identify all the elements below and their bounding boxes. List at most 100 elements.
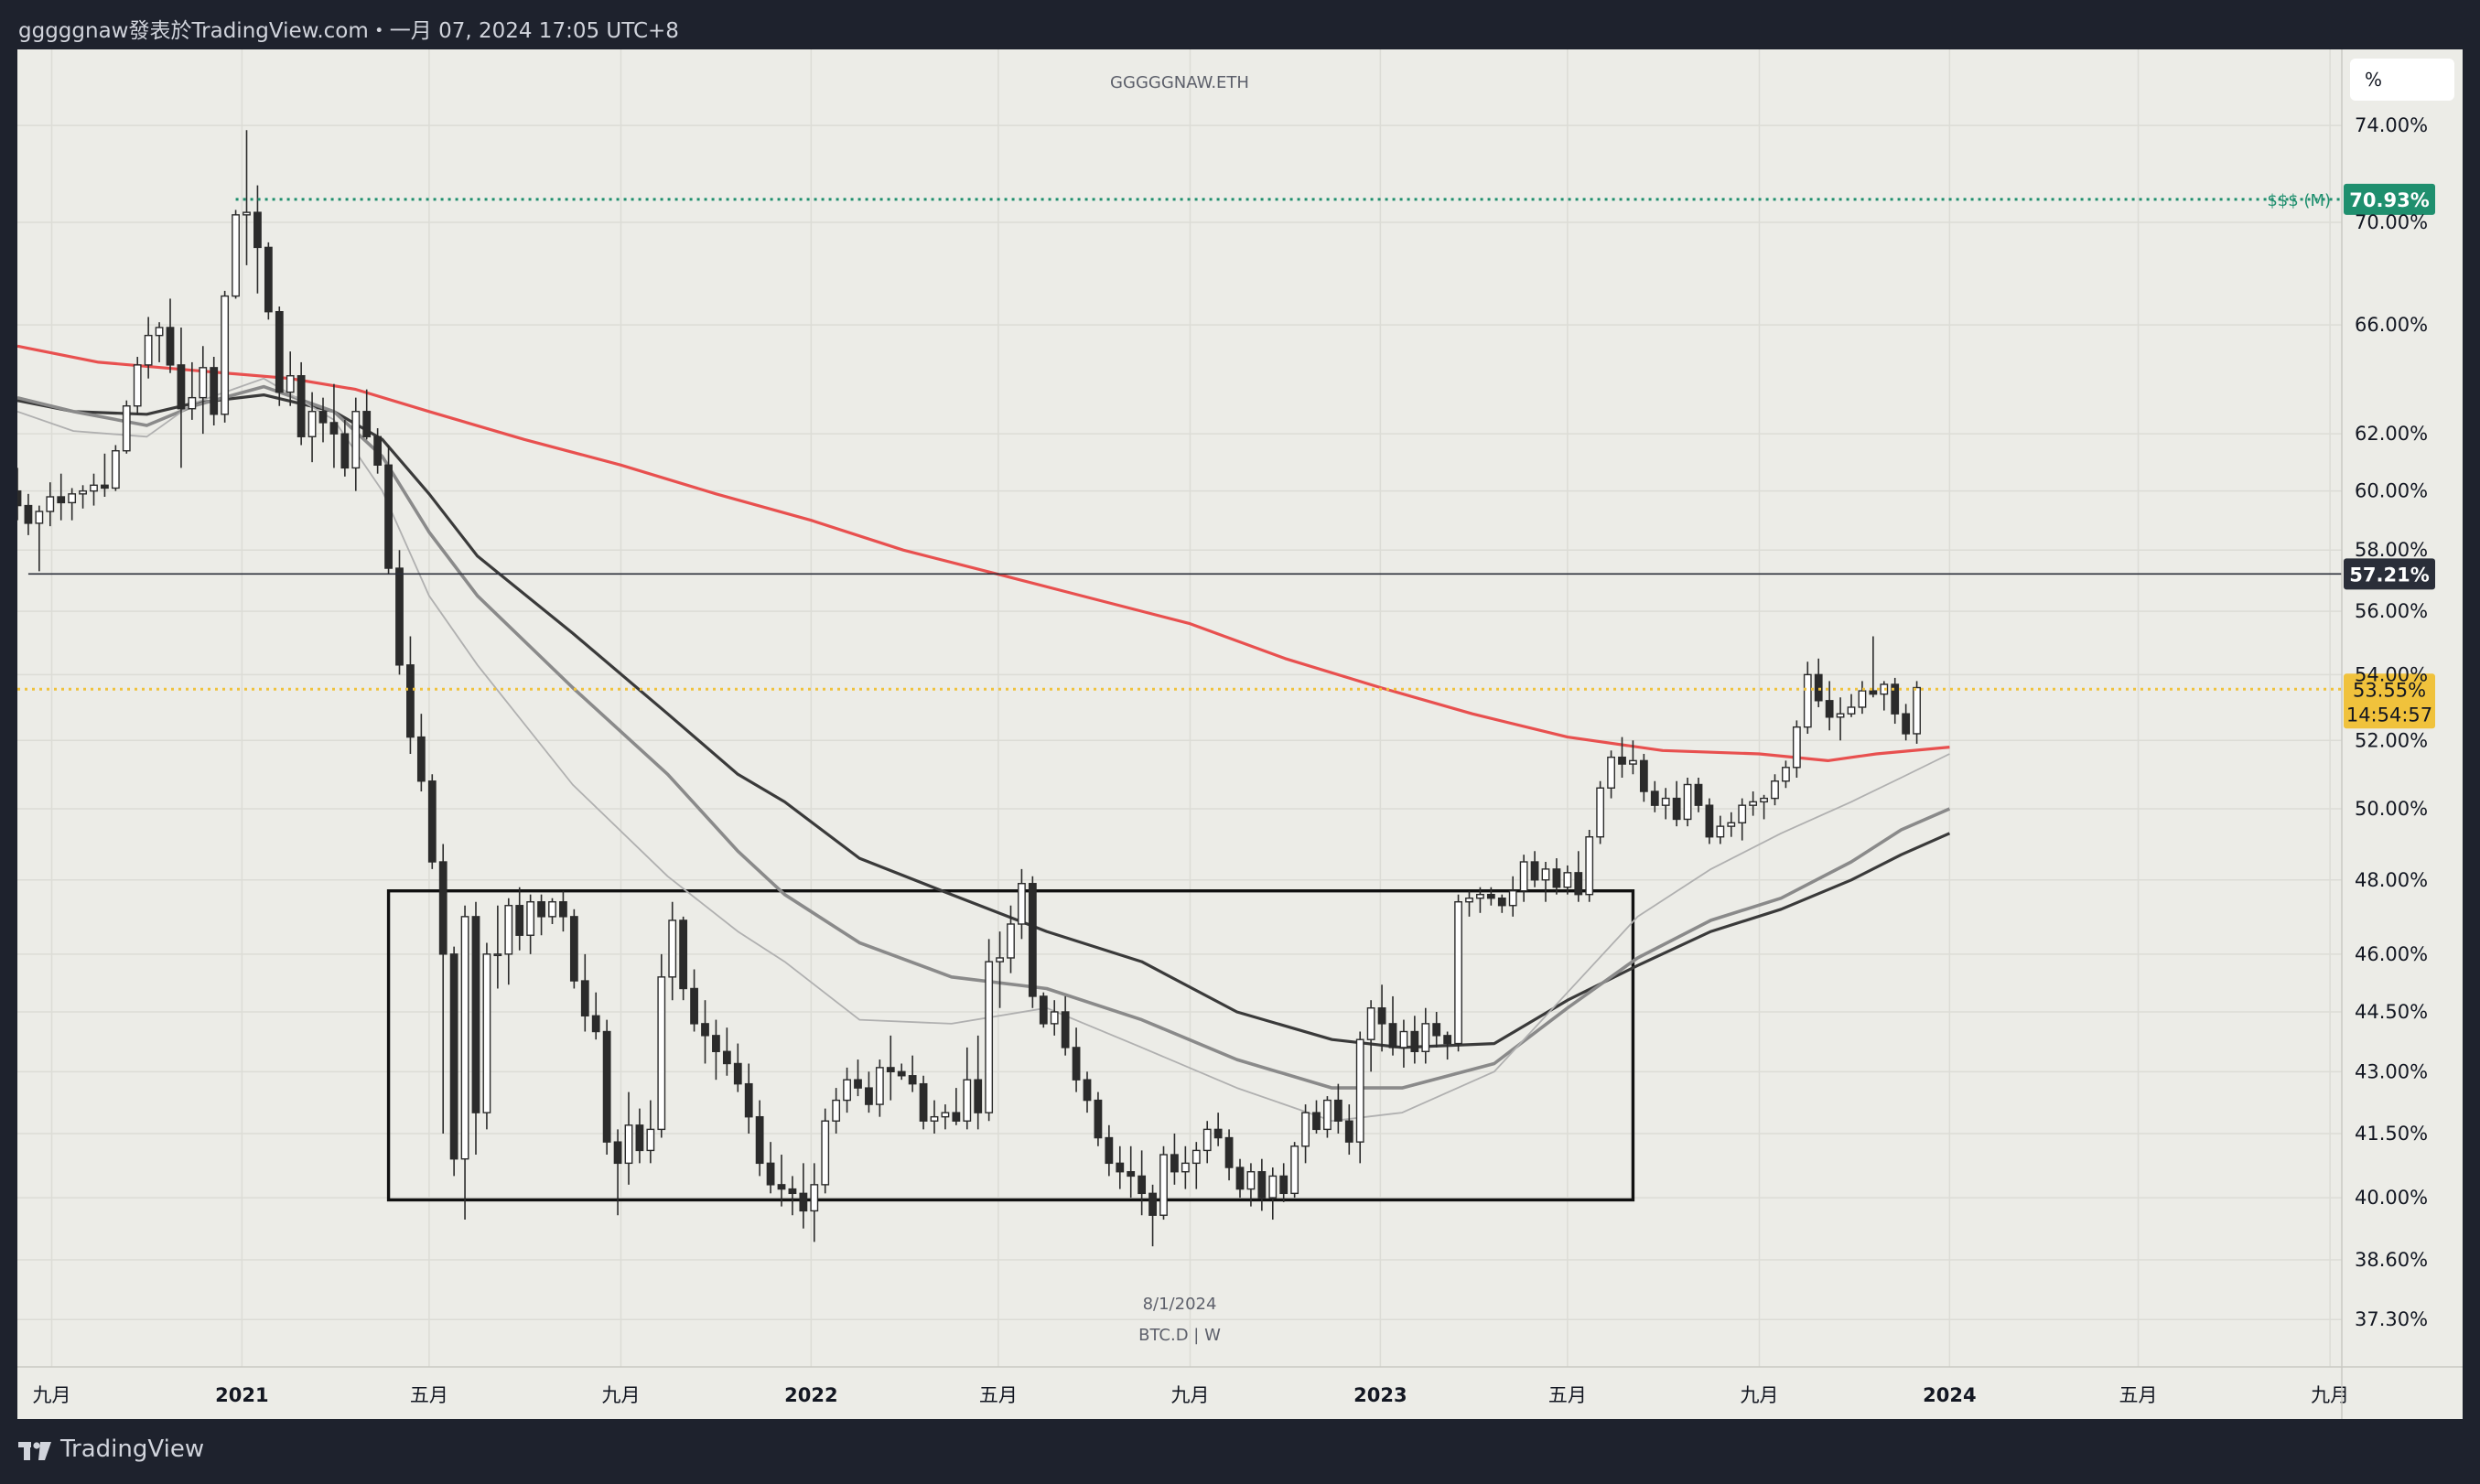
candle[interactable] (493, 953, 502, 957)
candle[interactable] (1018, 883, 1026, 925)
candle[interactable] (657, 976, 666, 1131)
candle[interactable] (1738, 804, 1747, 823)
candle[interactable] (832, 1099, 841, 1122)
candle[interactable] (1279, 1175, 1289, 1195)
candle[interactable] (690, 987, 698, 1025)
candle[interactable] (875, 1067, 884, 1105)
candle[interactable] (1869, 690, 1878, 695)
candle[interactable] (46, 496, 55, 512)
candle[interactable] (1716, 825, 1725, 838)
candle[interactable] (701, 1023, 709, 1037)
candle[interactable] (1213, 1128, 1223, 1139)
candle[interactable] (1661, 797, 1670, 806)
candle[interactable] (395, 567, 404, 666)
candle[interactable] (941, 1112, 950, 1118)
candle[interactable] (1333, 1099, 1342, 1122)
candle[interactable] (1814, 673, 1823, 702)
candle[interactable] (111, 450, 120, 489)
candle[interactable] (777, 1184, 786, 1190)
candle[interactable] (843, 1079, 851, 1102)
candle[interactable] (1399, 1030, 1408, 1048)
candle[interactable] (57, 496, 66, 504)
candle[interactable] (1181, 1162, 1190, 1173)
candle[interactable] (1170, 1154, 1179, 1173)
candle[interactable] (963, 1079, 972, 1122)
candle[interactable] (613, 1141, 622, 1165)
candle[interactable] (297, 375, 306, 437)
candle[interactable] (1202, 1128, 1212, 1152)
candle[interactable] (1105, 1136, 1114, 1165)
candle[interactable] (1191, 1149, 1201, 1165)
candle[interactable] (340, 433, 350, 469)
candle[interactable] (1421, 1023, 1430, 1052)
candle[interactable] (362, 411, 372, 437)
candle[interactable] (318, 411, 328, 424)
candle[interactable] (177, 364, 186, 410)
candle[interactable] (646, 1128, 655, 1152)
candle[interactable] (908, 1075, 917, 1085)
candle[interactable] (1323, 1099, 1332, 1131)
candle[interactable] (1454, 901, 1462, 1045)
candle[interactable] (1683, 783, 1692, 821)
candle[interactable] (1803, 673, 1812, 728)
candle[interactable] (548, 901, 556, 918)
candle[interactable] (351, 411, 361, 469)
candle[interactable] (101, 484, 109, 489)
candle[interactable] (1083, 1079, 1092, 1102)
candle[interactable] (537, 901, 545, 918)
candle[interactable] (1094, 1099, 1103, 1139)
candle[interactable] (1039, 995, 1048, 1025)
candle[interactable] (766, 1162, 775, 1186)
candle[interactable] (974, 1079, 983, 1113)
candle[interactable] (1497, 898, 1506, 907)
candle[interactable] (1246, 1171, 1256, 1190)
candle[interactable] (580, 980, 589, 1016)
candle[interactable] (919, 1082, 928, 1122)
percent-scale-button[interactable]: % (2350, 59, 2454, 101)
price-chart[interactable]: $$$ (M) 70.93% 57.21% 53.55% 14:54:57 74.00%… (17, 49, 2463, 1419)
candle[interactable] (1148, 1192, 1157, 1216)
candle[interactable] (635, 1124, 644, 1152)
candle[interactable] (952, 1112, 961, 1122)
candle[interactable] (1891, 683, 1900, 715)
candle[interactable] (122, 405, 131, 452)
candle[interactable] (1574, 872, 1583, 896)
candle[interactable] (1519, 861, 1528, 892)
brand-name[interactable]: TradingView (60, 1436, 205, 1463)
candle[interactable] (865, 1087, 873, 1105)
candle[interactable] (1508, 889, 1517, 907)
candle[interactable] (1235, 1167, 1245, 1190)
candle[interactable] (243, 211, 251, 216)
candle[interactable] (1792, 726, 1801, 769)
candle[interactable] (733, 1062, 742, 1085)
candle[interactable] (526, 901, 535, 936)
candle[interactable] (1541, 868, 1550, 881)
candle[interactable] (1061, 1011, 1070, 1048)
candle[interactable] (569, 916, 578, 982)
candle[interactable] (821, 1120, 830, 1186)
candle[interactable] (810, 1184, 819, 1212)
candle[interactable] (1443, 1035, 1452, 1045)
candle[interactable] (504, 905, 513, 955)
candle[interactable] (559, 901, 567, 918)
candle[interactable] (1072, 1047, 1081, 1081)
candle[interactable] (722, 1050, 731, 1065)
candle[interactable] (1596, 787, 1605, 838)
candle[interactable] (602, 1030, 611, 1143)
candle[interactable] (712, 1035, 720, 1052)
candle[interactable] (624, 1124, 633, 1165)
candle[interactable] (1771, 780, 1779, 800)
candle[interactable] (24, 504, 33, 524)
candle[interactable] (1028, 883, 1037, 997)
candle[interactable] (144, 334, 153, 366)
candle[interactable] (221, 295, 230, 415)
candle[interactable] (1563, 872, 1572, 888)
candle[interactable] (449, 953, 458, 1160)
candle[interactable] (1290, 1145, 1299, 1195)
candle[interactable] (373, 436, 383, 466)
candle[interactable] (406, 664, 415, 738)
candle[interactable] (1476, 893, 1484, 899)
candle[interactable] (1825, 700, 1834, 718)
candle[interactable] (199, 367, 208, 399)
candle[interactable] (515, 905, 524, 936)
